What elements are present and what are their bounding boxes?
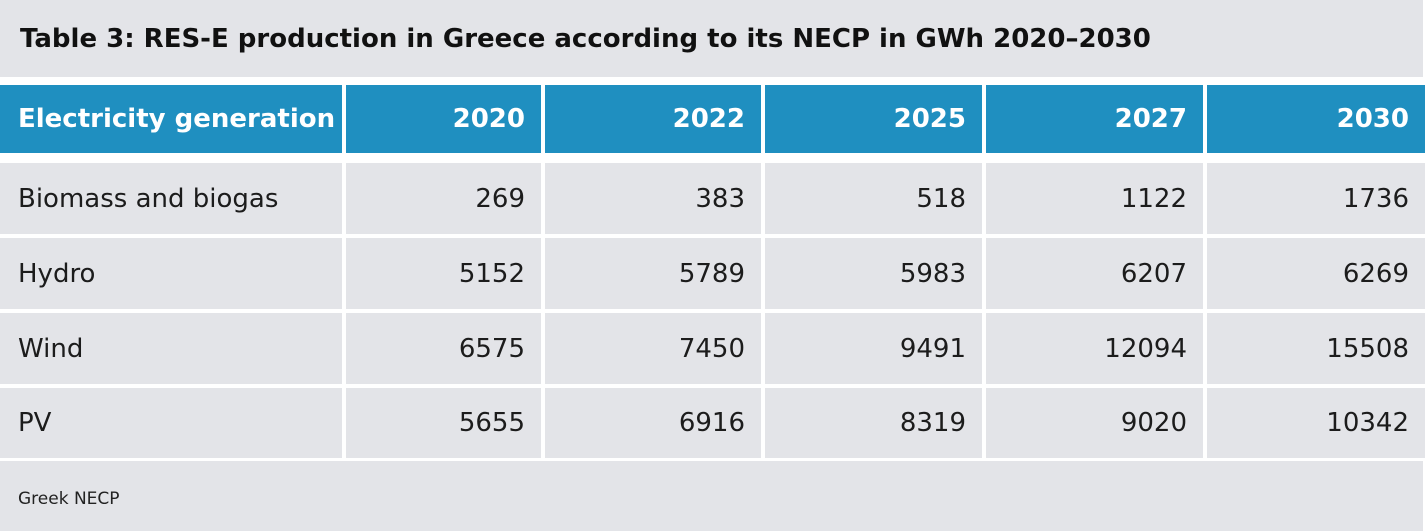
- table-header-row: Electricity generation 2020 2022 2025 20…: [0, 85, 1425, 153]
- table-cell: 1122: [986, 163, 1203, 234]
- table-row: PV 5655 6916 8319 9020 10342: [0, 388, 1425, 458]
- table-title: Table 3: RES-E production in Greece acco…: [20, 24, 1151, 54]
- row-label: Hydro: [0, 238, 342, 309]
- table-cell: 7450: [545, 313, 761, 384]
- row-label: Wind: [0, 313, 342, 384]
- table-cell: 6916: [545, 388, 761, 458]
- table-cell: 383: [545, 163, 761, 234]
- row-label: PV: [0, 388, 342, 458]
- table-cell: 5983: [765, 238, 982, 309]
- table-cell: 6207: [986, 238, 1203, 309]
- column-header-2025: 2025: [765, 85, 982, 153]
- column-header-2030: 2030: [1207, 85, 1425, 153]
- table-cell: 269: [346, 163, 541, 234]
- column-header-2020: 2020: [346, 85, 541, 153]
- row-label: Biomass and biogas: [0, 163, 342, 234]
- table-cell: 9020: [986, 388, 1203, 458]
- column-header-2022: 2022: [545, 85, 761, 153]
- source-footer: Greek NECP: [0, 461, 1423, 531]
- column-header-2027: 2027: [986, 85, 1203, 153]
- table-cell: 6269: [1207, 238, 1425, 309]
- table-cell: 1736: [1207, 163, 1425, 234]
- table-cell: 5655: [346, 388, 541, 458]
- table-cell: 5789: [545, 238, 761, 309]
- table-row: Wind 6575 7450 9491 12094 15508: [0, 313, 1425, 384]
- table-cell: 15508: [1207, 313, 1425, 384]
- table-cell: 518: [765, 163, 982, 234]
- table-cell: 9491: [765, 313, 982, 384]
- table-title-bar: Table 3: RES-E production in Greece acco…: [0, 0, 1423, 77]
- table-cell: 8319: [765, 388, 982, 458]
- table-row: Hydro 5152 5789 5983 6207 6269: [0, 238, 1425, 309]
- table-cell: 12094: [986, 313, 1203, 384]
- source-note: Greek NECP: [18, 489, 120, 509]
- column-header-electricity-generation: Electricity generation: [0, 85, 342, 153]
- table-cell: 5152: [346, 238, 541, 309]
- table-row: Biomass and biogas 269 383 518 1122 1736: [0, 163, 1425, 234]
- table-cell: 10342: [1207, 388, 1425, 458]
- table-cell: 6575: [346, 313, 541, 384]
